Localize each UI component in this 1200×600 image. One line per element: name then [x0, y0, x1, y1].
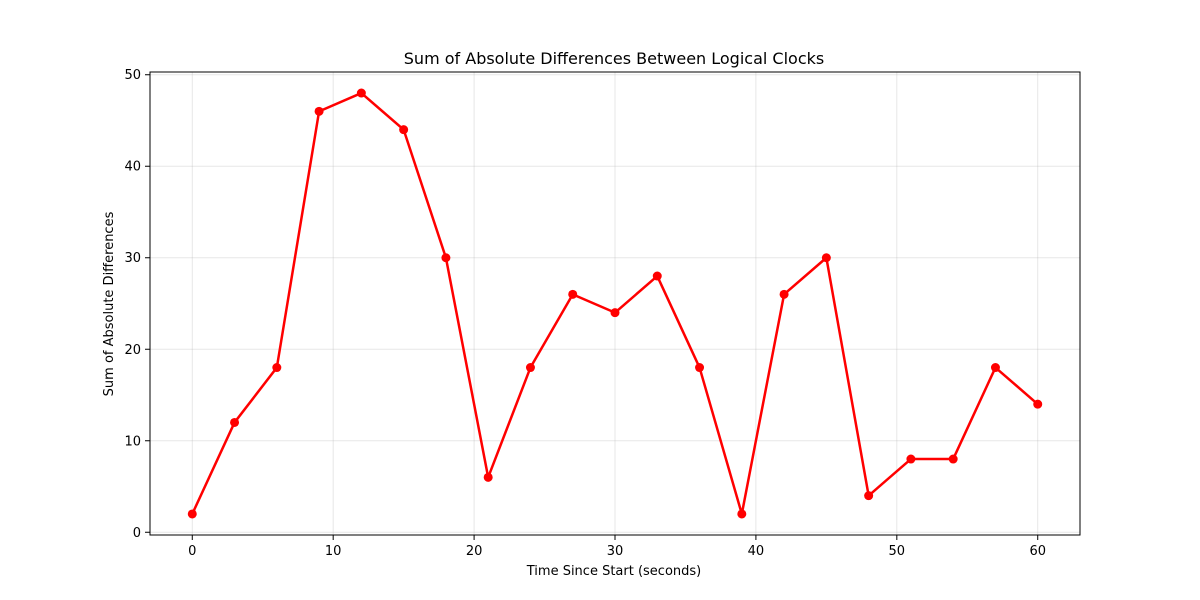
y-axis-label: Sum of Absolute Differences — [102, 211, 117, 396]
data-point — [399, 125, 409, 135]
data-point — [652, 271, 662, 281]
data-point — [272, 363, 282, 373]
y-tick-label: 40 — [124, 160, 141, 175]
x-tick-label: 60 — [1029, 544, 1046, 559]
data-point — [314, 106, 324, 116]
x-gridlines — [191, 72, 1039, 535]
data-point — [610, 308, 620, 318]
data-point — [821, 253, 831, 263]
data-point — [1033, 399, 1043, 409]
data-point — [864, 491, 874, 501]
chart-title: Sum of Absolute Differences Between Logi… — [404, 49, 824, 68]
data-point — [948, 454, 958, 464]
y-tick-label: 30 — [124, 251, 141, 266]
x-tick-label: 50 — [889, 544, 906, 559]
x-tick-label: 10 — [325, 544, 342, 559]
y-axis-ticks: 0 10 20 30 40 50 — [124, 68, 150, 541]
series-layer — [187, 88, 1043, 519]
y-tick-label: 10 — [124, 434, 141, 449]
y-tick-label: 20 — [124, 343, 141, 358]
y-tick-label: 50 — [124, 68, 141, 83]
data-point — [187, 509, 197, 519]
data-point — [230, 417, 240, 427]
data-point — [568, 289, 578, 299]
data-point — [441, 253, 451, 263]
x-tick-label: 20 — [466, 544, 483, 559]
data-point — [695, 363, 705, 373]
data-point — [990, 363, 1000, 373]
y-tick-label: 0 — [133, 526, 141, 541]
data-point — [356, 88, 366, 98]
x-tick-label: 0 — [188, 544, 196, 559]
data-point — [525, 363, 535, 373]
x-tick-label: 30 — [607, 544, 624, 559]
x-tick-label: 40 — [748, 544, 765, 559]
data-point — [483, 472, 493, 482]
data-point — [906, 454, 916, 464]
x-axis-ticks: 0 10 20 30 40 50 60 — [188, 535, 1046, 559]
y-gridlines — [150, 74, 1080, 533]
data-point — [779, 289, 789, 299]
x-axis-label: Time Since Start (seconds) — [526, 564, 702, 579]
data-point — [737, 509, 747, 519]
